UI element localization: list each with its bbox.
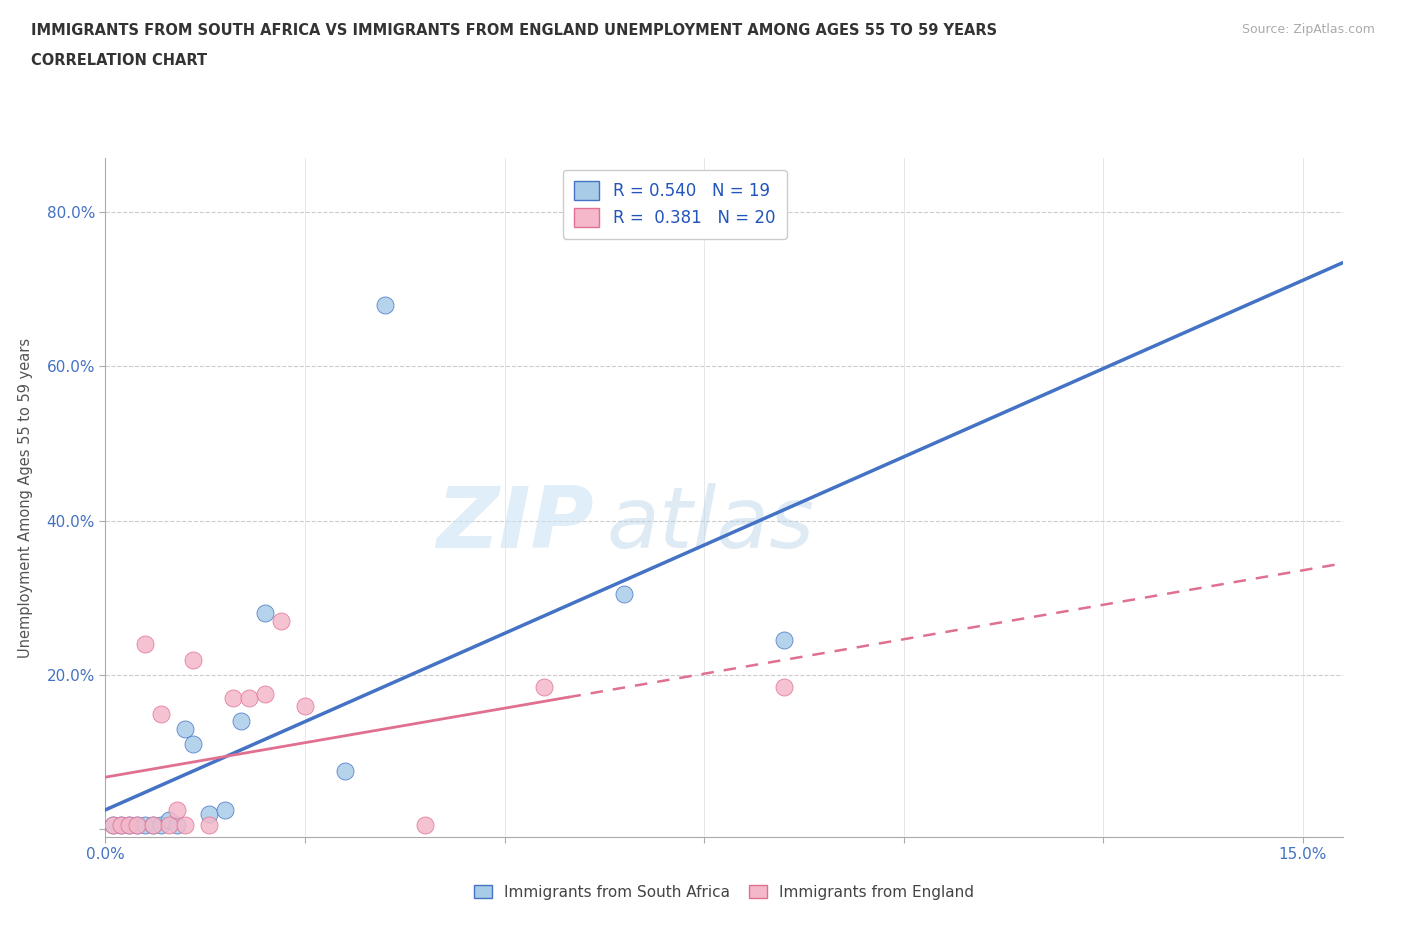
Point: [333, 764, 356, 778]
Point: [254, 605, 277, 620]
Point: [214, 803, 236, 817]
Point: [134, 637, 156, 652]
Point: [231, 714, 253, 729]
Text: Source: ZipAtlas.com: Source: ZipAtlas.com: [1241, 23, 1375, 36]
Point: [198, 806, 221, 821]
Point: [294, 698, 316, 713]
Point: [110, 818, 132, 833]
Point: [254, 687, 277, 702]
Text: atlas: atlas: [606, 484, 814, 566]
Point: [118, 818, 141, 833]
Point: [198, 818, 221, 833]
Point: [127, 818, 149, 833]
Point: [142, 818, 165, 833]
Point: [174, 818, 197, 833]
Text: ZIP: ZIP: [436, 484, 595, 566]
Point: [142, 818, 165, 833]
Point: [222, 691, 245, 706]
Point: [773, 679, 796, 694]
Point: [613, 587, 636, 602]
Point: [157, 818, 180, 833]
Y-axis label: Unemployment Among Ages 55 to 59 years: Unemployment Among Ages 55 to 59 years: [18, 338, 32, 658]
Point: [103, 818, 125, 833]
Point: [533, 679, 555, 694]
Point: [773, 632, 796, 647]
Point: [181, 737, 204, 751]
Point: [374, 298, 396, 312]
Point: [103, 818, 125, 833]
Point: [270, 614, 292, 629]
Point: [157, 813, 180, 828]
Point: [413, 818, 436, 833]
Point: [181, 652, 204, 667]
Point: [118, 818, 141, 833]
Point: [150, 706, 173, 721]
Point: [238, 691, 260, 706]
Text: CORRELATION CHART: CORRELATION CHART: [31, 53, 207, 68]
Legend: Immigrants from South Africa, Immigrants from England: Immigrants from South Africa, Immigrants…: [467, 877, 981, 908]
Point: [166, 803, 188, 817]
Point: [134, 818, 156, 833]
Point: [166, 818, 188, 833]
Point: [127, 818, 149, 833]
Point: [150, 818, 173, 833]
Point: [110, 818, 132, 833]
Text: IMMIGRANTS FROM SOUTH AFRICA VS IMMIGRANTS FROM ENGLAND UNEMPLOYMENT AMONG AGES : IMMIGRANTS FROM SOUTH AFRICA VS IMMIGRAN…: [31, 23, 997, 38]
Point: [174, 722, 197, 737]
